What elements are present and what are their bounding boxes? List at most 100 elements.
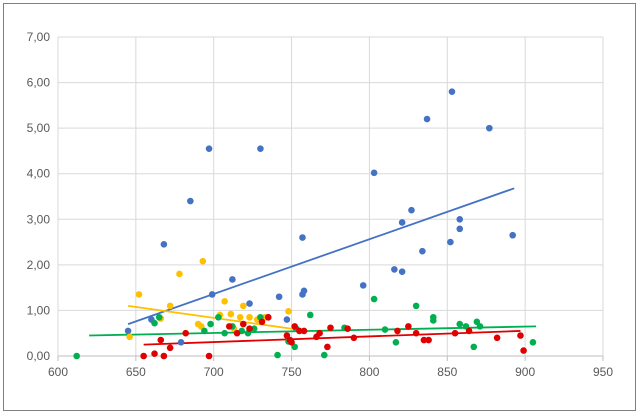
trendline-series-3 <box>89 325 537 337</box>
x-tick-labels: 600 650 700 750 800 850 900 950 <box>48 365 613 379</box>
data-point-series-2 <box>236 313 244 321</box>
data-point-series-3 <box>250 325 258 332</box>
y-tick-labels: 0,00 1,00 2,00 3,00 4,00 5,00 6,00 7,00 <box>27 30 51 363</box>
data-point-series-1 <box>160 241 168 248</box>
data-point-series-3 <box>151 319 158 327</box>
data-point-series-1 <box>187 197 194 205</box>
data-point-series-3 <box>73 352 80 360</box>
data-point-series-4 <box>166 344 174 352</box>
data-point-series-3 <box>155 313 163 321</box>
data-point-series-2 <box>176 270 183 278</box>
data-point-series-1 <box>370 169 378 177</box>
y-tick-label: 0,00 <box>27 349 51 363</box>
data-point-series-4 <box>160 352 168 360</box>
data-point-series-1 <box>448 88 456 95</box>
data-point-series-4 <box>233 329 241 337</box>
data-point-series-1 <box>208 291 216 298</box>
x-tick-label: 700 <box>204 365 224 379</box>
data-point-series-3 <box>221 329 228 337</box>
data-point-series-1 <box>423 115 431 123</box>
data-point-series-4 <box>324 343 331 351</box>
y-tick-label: 6,00 <box>27 76 51 90</box>
y-tick-label: 5,00 <box>27 121 51 135</box>
data-point-series-4 <box>258 318 266 326</box>
data-point-series-3 <box>215 313 222 321</box>
data-point-series-1 <box>509 231 516 239</box>
data-point-series-2 <box>166 302 174 310</box>
data-point-series-4 <box>205 352 213 360</box>
data-point-series-3 <box>456 320 464 328</box>
data-point-series-4 <box>344 325 351 332</box>
data-point-series-4 <box>246 325 253 332</box>
data-point-series-4 <box>316 329 323 337</box>
data-point-series-2 <box>126 333 133 341</box>
data-point-series-4 <box>517 332 524 339</box>
data-point-series-1 <box>299 234 306 241</box>
data-point-series-3 <box>320 351 328 359</box>
data-point-series-1 <box>124 327 132 335</box>
data-point-series-3 <box>381 326 389 333</box>
data-point-series-1 <box>177 339 185 346</box>
data-point-series-1 <box>398 268 406 275</box>
x-tick-label: 600 <box>48 365 68 379</box>
data-point-series-3 <box>412 302 420 310</box>
data-point-series-1 <box>257 145 264 152</box>
data-point-series-4 <box>291 323 298 330</box>
data-point-series-1 <box>205 145 213 152</box>
data-point-series-2 <box>135 291 143 298</box>
data-point-series-1 <box>408 206 415 214</box>
data-point-series-3 <box>306 311 314 319</box>
x-tick-label: 650 <box>126 365 146 379</box>
data-point-series-4 <box>140 352 147 360</box>
data-point-series-4 <box>151 350 158 358</box>
data-point-series-3 <box>201 327 208 335</box>
data-point-series-3 <box>529 339 537 346</box>
data-point-series-3 <box>429 317 437 324</box>
x-tick-label: 950 <box>593 365 613 379</box>
data-point-series-1 <box>229 276 236 283</box>
data-point-series-4 <box>350 334 358 342</box>
data-point-series-4 <box>405 323 412 330</box>
data-point-series-1 <box>391 266 398 273</box>
data-point-series-4 <box>157 336 165 344</box>
y-tick-label: 3,00 <box>27 212 51 226</box>
data-point-series-4 <box>420 336 428 344</box>
data-point-series-4 <box>327 324 334 332</box>
x-tick-label: 800 <box>359 365 379 379</box>
data-point-series-4 <box>225 323 233 330</box>
data-point-series-3 <box>207 320 214 328</box>
data-point-series-4 <box>493 334 501 342</box>
data-point-series-1 <box>456 215 464 223</box>
data-point-series-1 <box>447 238 454 246</box>
data-point-series-3 <box>274 351 281 359</box>
y-tick-label: 4,00 <box>27 167 51 181</box>
scatter-chart: 0,00 1,00 2,00 3,00 4,00 5,00 6,00 7,00 600 650 7… <box>27 30 614 379</box>
data-point-series-4 <box>264 313 272 321</box>
data-point-series-1 <box>398 219 406 226</box>
data-point-series-3 <box>392 339 400 346</box>
data-point-series-4 <box>300 327 308 335</box>
data-point-series-2 <box>240 302 247 310</box>
x-tick-label: 750 <box>282 365 302 379</box>
data-point-series-1 <box>486 124 493 132</box>
data-point-series-1 <box>419 247 426 255</box>
y-tick-label: 2,00 <box>27 258 51 272</box>
data-point-series-2 <box>227 310 235 318</box>
data-point-series-4 <box>412 329 420 337</box>
data-point-series-3 <box>476 323 484 330</box>
data-point-series-4 <box>240 320 247 328</box>
x-tick-label: 850 <box>437 365 457 379</box>
data-point-series-3 <box>470 343 478 351</box>
data-point-series-4 <box>520 347 527 354</box>
data-point-series-1 <box>283 316 291 323</box>
x-tick-label: 900 <box>515 365 535 379</box>
data-point-series-4 <box>394 327 401 335</box>
data-point-series-4 <box>182 329 189 337</box>
data-point-series-1 <box>300 287 308 295</box>
axes <box>57 37 604 361</box>
data-point-series-3 <box>370 295 378 303</box>
y-tick-label: 1,00 <box>27 303 51 317</box>
chart-frame: 0,00 1,00 2,00 3,00 4,00 5,00 6,00 7,00 600 650 7… <box>3 3 636 411</box>
data-points <box>73 88 537 360</box>
data-point-series-4 <box>425 336 432 344</box>
